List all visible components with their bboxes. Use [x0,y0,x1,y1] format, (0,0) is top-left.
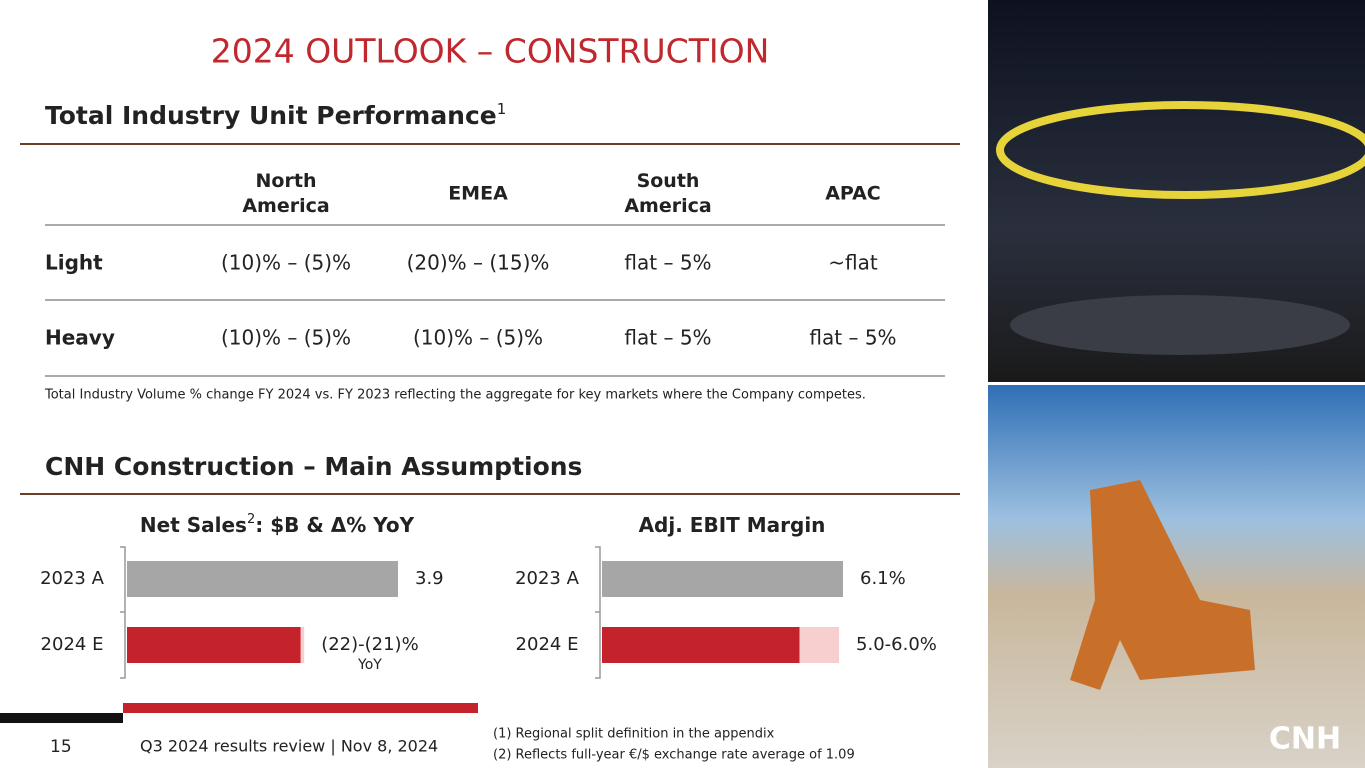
table-cell: (10)% – (5)% [221,326,351,350]
bar [602,627,800,663]
axis-bracket [595,546,601,679]
column-header: EMEA [448,182,508,205]
bar [602,561,843,597]
table-cell: flat – 5% [624,326,711,350]
value-label: 6.1% [860,568,906,589]
photo-floor [1010,295,1350,355]
table-cell: flat – 5% [624,251,711,275]
value-label: 5.0-6.0% [856,634,937,655]
axis-bracket [120,546,126,679]
table-cell: (20)% – (15)% [407,251,550,275]
heading-text: Total Industry Unit Performance [45,101,497,130]
logo: CNH [1269,722,1341,757]
footer-bar [123,703,478,713]
category-label: 2023 A [40,568,105,589]
section-heading: CNH Construction – Main Assumptions [45,452,582,481]
range-bar [300,627,305,663]
table-cell: ~flat [828,251,878,275]
photo-ring [996,101,1365,199]
footnote: (2) Reflects full-year €/$ exchange rate… [493,748,855,763]
title-text: Net Sales [140,513,247,537]
range-bar [799,627,840,663]
section-heading: Total Industry Unit Performance1 [45,100,506,131]
chart-title: Adj. EBIT Margin [639,513,826,537]
column-header: North America [242,170,330,217]
value-label: 3.9 [415,568,444,589]
change-note: YoY [357,657,382,673]
table-cell: (10)% – (5)% [221,251,351,275]
page-number: 15 [50,737,72,757]
title-text: : $B & Δ% YoY [255,513,414,537]
table-cell: flat – 5% [809,326,896,350]
footnote-ref: 2 [247,512,255,527]
table-cell: (10)% – (5)% [413,326,543,350]
value-label: (22)-(21)% [321,634,419,655]
title-text: Adj. EBIT Margin [639,513,826,537]
footnote-ref: 1 [497,100,507,118]
footer-text: Q3 2024 results review | Nov 8, 2024 [140,737,438,756]
chart-title: Net Sales2: $B & Δ% YoY [140,512,415,537]
table-footnote: Total Industry Volume % change FY 2024 v… [44,388,866,403]
category-label: 2024 E [516,634,579,655]
category-label: 2024 E [41,634,104,655]
footnote: (1) Regional split definition in the app… [493,727,775,742]
bar [127,561,398,597]
row-label: Light [45,251,103,275]
footer-bar [0,713,123,723]
row-label: Heavy [45,326,115,350]
slide-title: 2024 OUTLOOK – CONSTRUCTION [211,32,770,71]
category-label: 2023 A [515,568,580,589]
photo-machine [1070,480,1255,690]
column-header: South America [624,170,712,217]
bar [127,627,301,663]
column-header: APAC [825,182,881,205]
